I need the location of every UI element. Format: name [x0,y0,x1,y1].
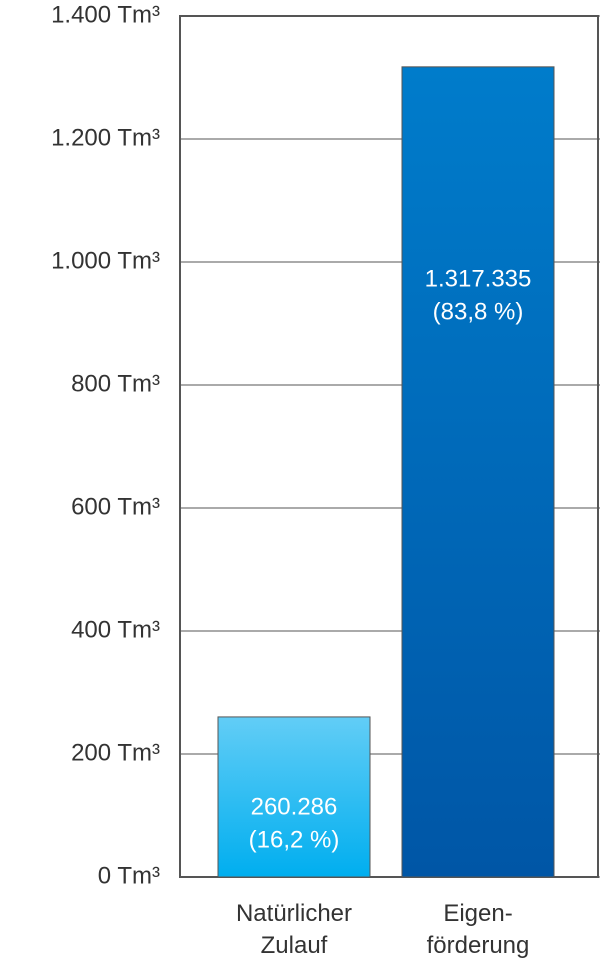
y-tick-label: 1.200 Tm³ [51,124,160,151]
y-tick-label: 400 Tm³ [71,616,160,643]
bar [217,716,371,878]
y-tick-label: 200 Tm³ [71,739,160,766]
y-tick-label: 0 Tm³ [98,862,160,889]
x-tick-label: Eigen-förderung [427,900,530,959]
x-tick-label: Natürlicher Zulauf [236,900,352,959]
value-label: 1.317.335 (83,8 %) [425,266,532,326]
y-tick-label: 800 Tm³ [71,370,160,397]
y-tick-label: 1.400 Tm³ [51,1,160,28]
bar [401,66,555,878]
plot-frame [179,15,599,878]
value-label: 260.286 (16,2 %) [249,794,340,854]
y-tick-label: 1.000 Tm³ [51,247,160,274]
y-tick-label: 600 Tm³ [71,493,160,520]
